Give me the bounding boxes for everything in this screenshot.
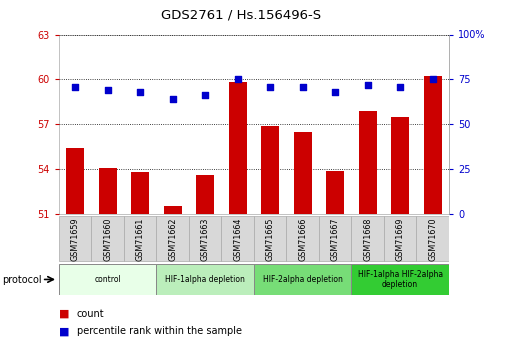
Text: GSM71667: GSM71667 <box>331 217 340 261</box>
Text: GSM71665: GSM71665 <box>266 217 274 261</box>
Bar <box>319 216 351 262</box>
Point <box>396 84 404 89</box>
Point <box>201 93 209 98</box>
Text: GSM71662: GSM71662 <box>168 217 177 261</box>
Bar <box>351 216 384 262</box>
Bar <box>417 216 449 262</box>
Bar <box>124 216 156 262</box>
Bar <box>424 76 442 214</box>
Text: count: count <box>77 309 105 319</box>
Bar <box>294 132 311 214</box>
Text: HIF-1alpha HIF-2alpha
depletion: HIF-1alpha HIF-2alpha depletion <box>358 270 443 289</box>
Point <box>233 77 242 82</box>
Bar <box>196 175 214 214</box>
Text: ■: ■ <box>59 309 69 319</box>
Point <box>428 77 437 82</box>
Bar <box>164 206 182 214</box>
Bar <box>326 170 344 214</box>
Text: HIF-2alpha depletion: HIF-2alpha depletion <box>263 275 343 284</box>
Bar <box>254 216 286 262</box>
Text: GSM71668: GSM71668 <box>363 217 372 260</box>
Text: ■: ■ <box>59 326 69 336</box>
Text: HIF-1alpha depletion: HIF-1alpha depletion <box>165 275 245 284</box>
Bar <box>391 117 409 214</box>
Point <box>266 84 274 89</box>
Text: GSM71666: GSM71666 <box>298 217 307 260</box>
Bar <box>99 168 116 214</box>
Bar <box>91 216 124 262</box>
Text: GSM71670: GSM71670 <box>428 217 437 261</box>
Bar <box>384 216 417 262</box>
Point <box>364 82 372 88</box>
Bar <box>254 264 351 295</box>
Text: GSM71669: GSM71669 <box>396 217 405 261</box>
Bar <box>66 148 84 214</box>
Bar <box>156 216 189 262</box>
Point <box>104 87 112 93</box>
Bar <box>222 216 254 262</box>
Bar <box>59 264 156 295</box>
Point <box>136 89 144 95</box>
Text: GSM71663: GSM71663 <box>201 217 210 260</box>
Text: protocol: protocol <box>3 275 42 285</box>
Bar <box>156 264 254 295</box>
Text: GSM71660: GSM71660 <box>103 217 112 260</box>
Bar <box>229 82 247 214</box>
Point <box>169 96 177 102</box>
Bar <box>59 216 91 262</box>
Point <box>71 84 80 89</box>
Text: percentile rank within the sample: percentile rank within the sample <box>77 326 242 336</box>
Text: GSM71661: GSM71661 <box>136 217 145 260</box>
Bar <box>351 264 449 295</box>
Bar <box>359 111 377 214</box>
Text: GSM71659: GSM71659 <box>71 217 80 261</box>
Point <box>299 84 307 89</box>
Bar <box>131 172 149 214</box>
Bar <box>286 216 319 262</box>
Text: GDS2761 / Hs.156496-S: GDS2761 / Hs.156496-S <box>161 9 321 22</box>
Bar <box>261 126 279 214</box>
Text: control: control <box>94 275 121 284</box>
Point <box>331 89 339 95</box>
Bar <box>189 216 222 262</box>
Text: GSM71664: GSM71664 <box>233 217 242 260</box>
